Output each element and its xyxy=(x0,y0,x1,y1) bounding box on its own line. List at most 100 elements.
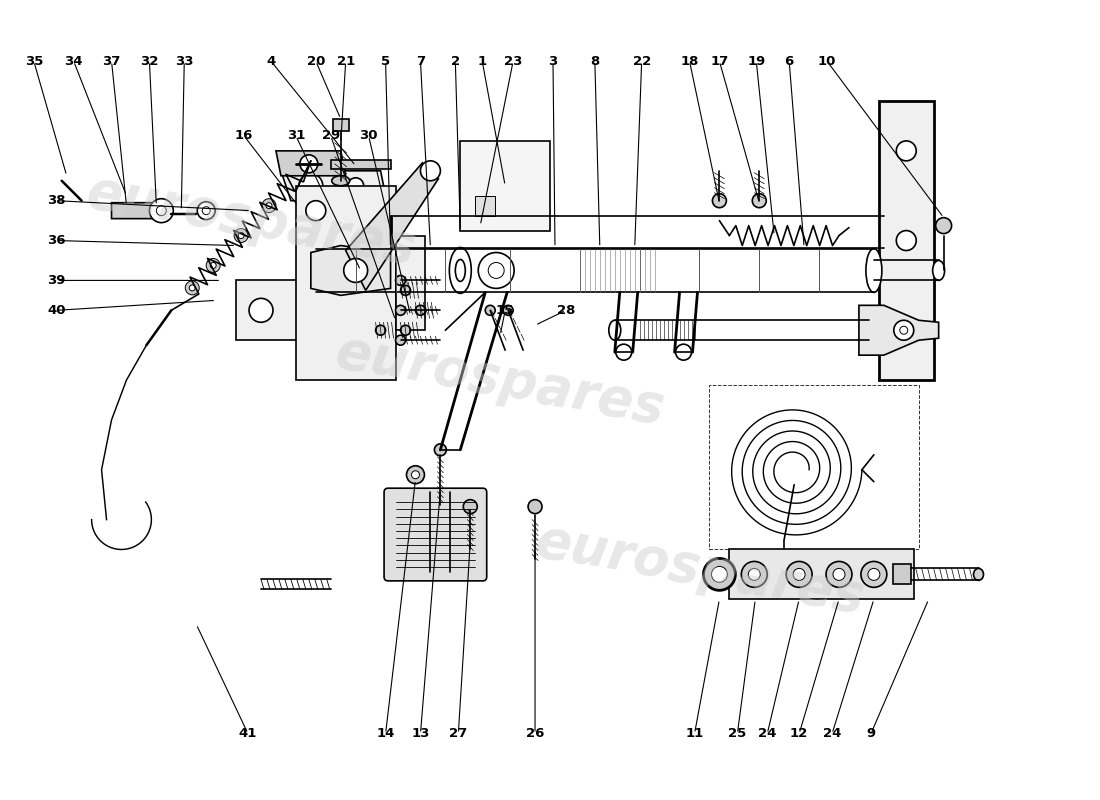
Bar xyxy=(296,186,396,380)
Ellipse shape xyxy=(338,254,354,287)
Text: 16: 16 xyxy=(235,130,253,142)
Polygon shape xyxy=(331,160,390,169)
Polygon shape xyxy=(111,202,166,218)
Text: 13: 13 xyxy=(411,727,430,740)
Circle shape xyxy=(713,194,726,208)
Text: 39: 39 xyxy=(47,274,66,287)
Text: 23: 23 xyxy=(504,54,522,68)
Circle shape xyxy=(704,558,736,590)
Ellipse shape xyxy=(866,249,882,292)
Text: 21: 21 xyxy=(337,54,355,68)
Text: 36: 36 xyxy=(47,234,66,247)
Text: 2: 2 xyxy=(451,54,460,68)
Text: 32: 32 xyxy=(140,54,158,68)
Circle shape xyxy=(894,320,914,340)
Text: 24: 24 xyxy=(823,727,842,740)
Text: 17: 17 xyxy=(711,54,728,68)
Circle shape xyxy=(150,198,174,222)
Text: 34: 34 xyxy=(65,54,82,68)
Circle shape xyxy=(478,253,514,288)
Bar xyxy=(333,119,349,131)
Text: 31: 31 xyxy=(287,130,305,142)
Text: 30: 30 xyxy=(360,130,378,142)
Polygon shape xyxy=(276,151,345,176)
Circle shape xyxy=(503,306,513,315)
Ellipse shape xyxy=(332,176,350,186)
Circle shape xyxy=(375,326,386,335)
Circle shape xyxy=(411,470,419,478)
Bar xyxy=(879,101,934,380)
Text: 3: 3 xyxy=(549,54,558,68)
Text: 26: 26 xyxy=(526,727,544,740)
Circle shape xyxy=(396,306,406,315)
Circle shape xyxy=(896,230,916,250)
Text: 37: 37 xyxy=(102,54,121,68)
Text: 5: 5 xyxy=(381,54,390,68)
Polygon shape xyxy=(280,170,386,201)
Circle shape xyxy=(304,298,328,322)
Circle shape xyxy=(189,285,195,291)
Circle shape xyxy=(420,161,440,181)
Circle shape xyxy=(400,286,410,295)
Circle shape xyxy=(306,201,326,221)
Polygon shape xyxy=(311,246,390,295)
Circle shape xyxy=(896,141,916,161)
Circle shape xyxy=(833,569,845,580)
Text: 11: 11 xyxy=(685,727,704,740)
FancyBboxPatch shape xyxy=(384,488,486,581)
Circle shape xyxy=(861,562,887,587)
Polygon shape xyxy=(236,281,365,340)
Circle shape xyxy=(396,335,406,345)
Text: 4: 4 xyxy=(266,54,276,68)
Polygon shape xyxy=(345,163,439,290)
Polygon shape xyxy=(396,235,426,330)
Circle shape xyxy=(434,444,447,456)
Text: 10: 10 xyxy=(817,54,836,68)
Circle shape xyxy=(488,262,504,278)
Text: 14: 14 xyxy=(376,727,395,740)
Text: 38: 38 xyxy=(47,194,66,207)
Circle shape xyxy=(197,202,216,220)
Ellipse shape xyxy=(450,247,471,294)
Circle shape xyxy=(748,569,760,580)
Text: 35: 35 xyxy=(24,54,43,68)
Circle shape xyxy=(299,174,322,198)
Text: 19: 19 xyxy=(747,54,766,68)
Text: 27: 27 xyxy=(449,727,468,740)
Circle shape xyxy=(485,306,495,315)
Text: 28: 28 xyxy=(557,304,575,317)
Circle shape xyxy=(752,194,767,208)
Circle shape xyxy=(262,198,276,213)
Text: 18: 18 xyxy=(680,54,698,68)
Bar xyxy=(729,550,914,599)
Circle shape xyxy=(348,178,364,194)
Text: 9: 9 xyxy=(867,727,876,740)
Text: 24: 24 xyxy=(758,727,777,740)
Circle shape xyxy=(266,202,272,209)
Ellipse shape xyxy=(933,261,945,281)
Text: 7: 7 xyxy=(416,54,425,68)
Text: 1: 1 xyxy=(477,54,487,68)
Circle shape xyxy=(900,326,908,334)
Circle shape xyxy=(202,206,210,214)
Circle shape xyxy=(156,206,166,216)
Ellipse shape xyxy=(455,259,465,282)
Circle shape xyxy=(786,562,812,587)
Circle shape xyxy=(793,569,805,580)
Circle shape xyxy=(463,500,477,514)
Circle shape xyxy=(185,281,199,295)
Circle shape xyxy=(675,344,692,360)
Text: 15: 15 xyxy=(496,304,515,317)
Ellipse shape xyxy=(974,569,983,580)
Circle shape xyxy=(396,275,406,286)
Text: eurospares: eurospares xyxy=(331,326,669,434)
Circle shape xyxy=(300,155,318,173)
Circle shape xyxy=(741,562,767,587)
Ellipse shape xyxy=(308,249,323,292)
Text: 29: 29 xyxy=(321,130,340,142)
Text: eurospares: eurospares xyxy=(531,515,868,624)
Bar xyxy=(460,141,550,230)
Circle shape xyxy=(712,566,727,582)
Text: 41: 41 xyxy=(239,727,257,740)
Circle shape xyxy=(343,258,367,282)
